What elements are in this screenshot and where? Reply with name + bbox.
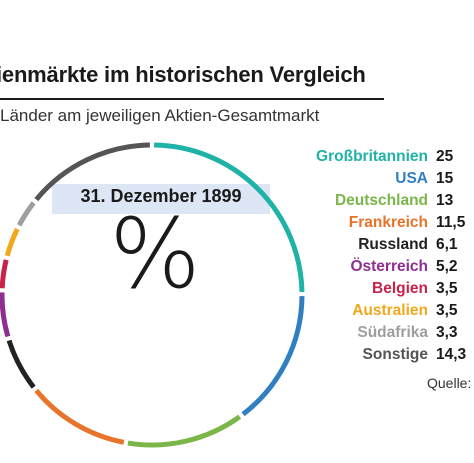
legend-item: Großbritannien 25 [290, 148, 474, 170]
legend-item: Russland 6,1 [290, 236, 474, 258]
legend-value: 5,2 [436, 258, 458, 275]
legend-label: Australien [352, 302, 428, 319]
legend-value: 3,3 [436, 324, 458, 341]
legend-item: Frankreich 11,5 [290, 214, 474, 236]
legend-value: 25 [436, 148, 454, 165]
title-divider [0, 98, 384, 100]
legend-item: USA 15 [290, 170, 474, 192]
donut-slice-südafrika [16, 201, 36, 227]
legend-item: Österreich 5,2 [290, 258, 474, 280]
donut-slice-russland [6, 339, 36, 389]
legend-value: 11,5 [436, 214, 466, 231]
legend-value: 3,5 [436, 280, 458, 297]
source-label: Quelle: [427, 375, 472, 391]
legend-label: Russland [358, 236, 428, 253]
donut-slice-sonstige [34, 142, 150, 202]
donut-slice-großbritannien [154, 142, 305, 293]
legend-label: Deutschland [334, 192, 428, 209]
legend-label: Frankreich [348, 214, 428, 231]
legend-item: Belgien 3,5 [290, 280, 474, 302]
legend-value: 3,5 [436, 302, 458, 319]
legend-item: Südafrika 3,3 [290, 324, 474, 346]
chart-subtitle: Länder am jeweiligen Aktien-Gesamtmarkt [0, 106, 320, 125]
legend-label: Belgien [372, 280, 428, 297]
center-label-band [52, 184, 270, 214]
percent-symbol: % [109, 198, 201, 310]
donut-slice-deutschland [127, 414, 242, 448]
donut-slice-frankreich [34, 388, 125, 445]
legend-item: Australien 3,5 [290, 302, 474, 324]
chart-title: ienmärkte im historischen Vergleich [0, 62, 366, 87]
legend-label: Sonstige [362, 346, 428, 363]
legend-value: 14,3 [436, 346, 467, 363]
legend-label: USA [395, 170, 428, 187]
legend-label: Großbritannien [316, 148, 428, 165]
legend-value: 13 [436, 192, 454, 209]
legend-label: Südafrika [357, 324, 428, 341]
center-date-label: 31. Dezember 1899 [80, 186, 242, 206]
legend-item: Sonstige 14,3 [290, 346, 474, 368]
legend-value: 6,1 [436, 236, 458, 253]
donut-slice-belgien [0, 259, 9, 289]
legend-label: Österreich [350, 258, 428, 275]
donut-slice-australien [4, 227, 20, 257]
donut-slice-österreich [0, 292, 11, 338]
donut-slice-usa [241, 296, 305, 417]
legend-value: 15 [436, 170, 454, 187]
legend-item: Deutschland 13 [290, 192, 474, 214]
